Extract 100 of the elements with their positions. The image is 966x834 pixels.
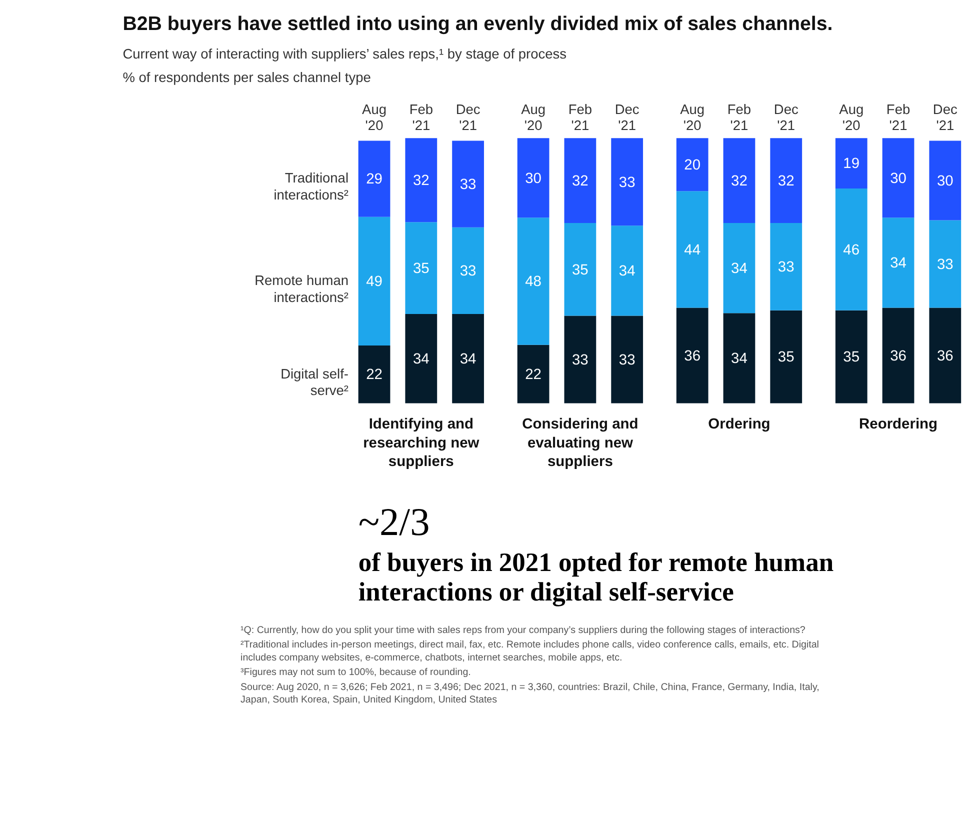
data-label: 44 [684,242,701,258]
data-label: 19 [843,156,860,172]
bar [611,316,644,404]
x-axis-title: Reordering [859,416,938,433]
data-label: 30 [890,170,906,187]
data-label: 30 [525,170,542,187]
bar [929,140,962,220]
data-label: 32 [731,173,748,190]
bar [564,316,596,404]
data-label: 35 [572,262,588,278]
bar [882,218,914,308]
x-tick-label: Aug '20 [521,102,546,133]
bar [929,308,962,404]
bar [676,191,708,308]
bar [835,310,868,404]
x-axis-title: Considering and evaluating new suppliers [522,416,638,470]
bar [405,222,438,314]
data-label: 33 [460,264,476,280]
x-tick-label: Aug '20 [362,102,386,133]
bar [517,218,550,345]
data-label: 35 [778,350,794,366]
data-label: 34 [412,352,430,368]
bar [452,314,484,404]
data-label: 29 [366,172,382,188]
y-axis-title: % of respondents per sales channel type [122,70,372,86]
text: ~2/3 [358,500,430,544]
bar [564,138,596,223]
data-label: 33 [618,174,636,191]
x-tick-label: Feb '21 [886,102,910,133]
data-label: 46 [843,242,860,258]
x-tick-label: Dec '21 [774,102,798,133]
data-label: 32 [572,173,588,190]
data-label: 33 [936,256,954,273]
data-label: 35 [412,260,430,277]
x-axis-title: Ordering [708,416,770,433]
x-tick-label: Feb '21 [727,102,752,133]
data-label: 22 [366,367,382,384]
text: ¹Q: Currently, how do you split your time with sales reps from your company’s suppliers during the following stages of interactions? [240,624,806,636]
chart-subtitle: Current way of interacting with suppliers’ sales reps,¹ by stage of process [122,46,567,62]
x-axis-title: Identifying and researching new suppliers [363,416,480,470]
x-tick-label: Aug '20 [839,102,864,133]
x-tick-label: Dec '21 [456,102,480,133]
x-tick-label: Dec '21 [932,102,958,133]
source-note: Source: Aug 2020, n = 3,626; Feb 2021, n = 3,496; Dec 2021, n = 3,360, countries: Brazil, Chile, China, France, Germany, India, Italy, Japan, South Korea, Spain, United Kingdom, United States [240,682,820,706]
bar [835,138,868,189]
bar [770,310,802,404]
bar [929,220,962,308]
data-label: 33 [460,176,476,193]
data-label: 49 [366,274,382,290]
bar [358,140,390,217]
data-label: 33 [572,352,588,368]
data-label: 34 [618,264,636,280]
text: ²Traditional includes in-person meetings, direct mail, fax, etc. Remote includes phone calls, video conference calls, emails, etc. Digital includes company websites, e-commerce, chatbots, internet searches, mobile apps, etc. [240,640,819,664]
data-label: 36 [936,348,954,364]
bar [835,188,868,310]
bar [723,138,756,223]
data-label: 34 [890,256,906,272]
x-tick-label: Aug '20 [680,102,705,133]
bar [882,138,914,218]
data-label: 34 [731,351,748,368]
data-label: 32 [412,173,430,190]
data-label: 20 [684,158,701,174]
x-tick-label: Feb '21 [409,102,434,133]
bar [723,222,756,314]
series-label: Traditional interactions² [274,170,349,202]
bar [405,314,438,404]
bar [517,344,550,404]
chart-title: B2B buyers have settled into using an evenly divided mix of sales channels. [122,13,833,36]
x-tick-label: Feb '21 [568,102,592,133]
bar [358,345,390,404]
bar [358,216,390,346]
text: of buyers in 2021 opted for remote human interactions or digital self-service [358,547,834,607]
bar [723,313,756,404]
bar [611,226,644,316]
data-label: 33 [618,352,636,368]
data-label: 48 [525,274,542,290]
bar [676,138,708,192]
data-label: 33 [778,260,794,276]
bar [564,222,596,316]
x-tick-label: Dec '21 [614,102,640,133]
series-label: Remote human interactions² [254,273,349,305]
bar [405,138,438,222]
data-label: 32 [778,173,794,190]
data-label: 34 [460,352,476,368]
data-label: 35 [843,350,860,366]
bar [611,138,644,226]
bar [882,308,914,404]
data-label: 36 [684,348,701,364]
data-label: 22 [525,366,542,383]
bar [517,138,550,218]
bar [452,227,484,314]
data-label: 30 [936,173,954,190]
bar [770,222,802,310]
bar [770,138,802,223]
data-label: 36 [890,348,906,364]
bar [452,140,484,228]
series-label: Digital self-serve² [280,366,349,398]
bar [676,308,708,404]
text: ³Figures may not sum to 100%, because of rounding. [240,667,471,678]
data-label: 34 [731,260,748,277]
